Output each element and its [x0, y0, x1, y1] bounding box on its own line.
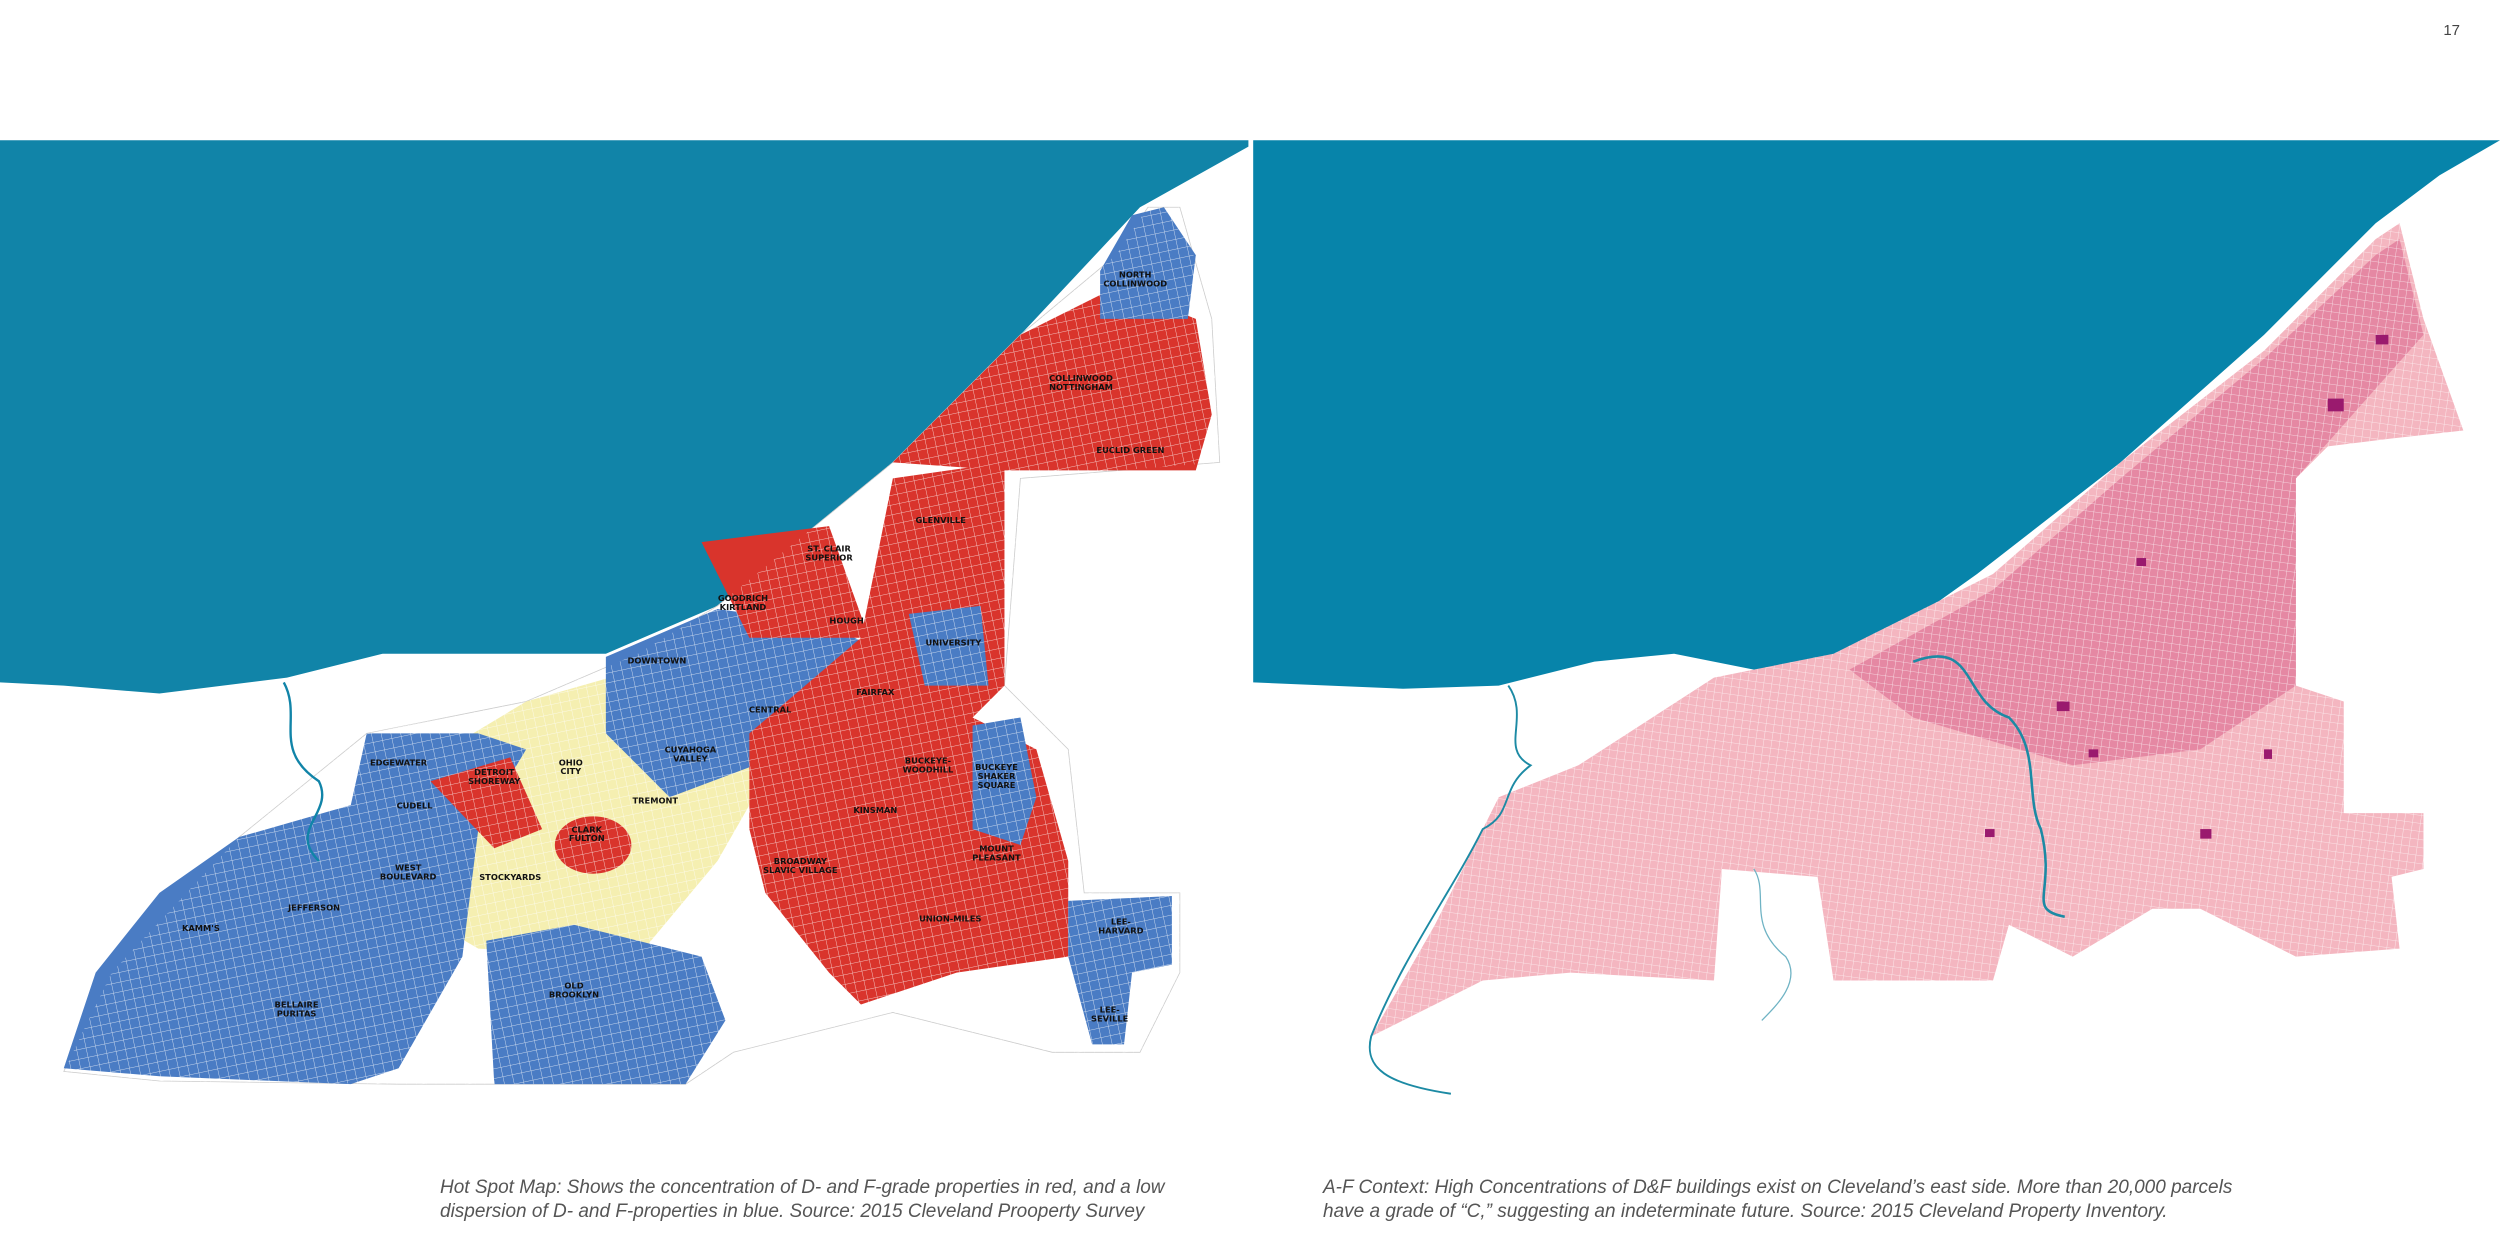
neighborhood-label: BUCKEYE-WOODHILL: [903, 756, 954, 775]
label-line: HARVARD: [1098, 926, 1143, 936]
label-line: BOULEVARD: [380, 871, 437, 881]
neighborhood-label: BUCKEYE SHAKER SQUARE: [975, 762, 1018, 790]
neighborhood-label: CLARK FULTON: [569, 824, 605, 843]
neighborhood-label: DOWNTOWN: [628, 655, 687, 665]
label-line: SQUARE: [978, 780, 1016, 790]
neighborhood-label: CUYAHOGA VALLEY: [665, 745, 717, 764]
neighborhood-label: LEE-SEVILLE: [1091, 1004, 1129, 1023]
label-line: EDGEWATER: [370, 757, 428, 767]
label-line: FAIRFAX: [856, 687, 895, 697]
neighborhood-label: JEFFERSON: [287, 902, 340, 912]
neighborhood-label: UNION-MILES: [919, 914, 981, 924]
neighborhood-label: NORTH COLLINWOOD: [1103, 269, 1167, 288]
label-line: OHIO: [559, 757, 583, 767]
label-line: SLAVIC VILLAGE: [763, 865, 838, 875]
label-line: SEVILLE: [1091, 1013, 1129, 1023]
neighborhood-label: EDGEWATER: [370, 757, 428, 767]
caption: A-F Context: High Concentrations of D&F …: [1323, 1177, 2233, 1222]
river: [282, 681, 324, 862]
neighborhood-label: CUDELL: [397, 800, 434, 810]
lake: [0, 140, 1249, 694]
river: [1753, 868, 1792, 1021]
label-line: KIRTLAND: [720, 602, 767, 612]
label-line: LEE-: [1100, 1004, 1120, 1014]
label-line: BROOKLYN: [549, 989, 599, 999]
label-line: NORTH: [1119, 269, 1152, 279]
label-line: KINSMAN: [853, 805, 897, 815]
neighborhood-label: FAIRFAX: [856, 687, 895, 697]
label-line: SUPERIOR: [805, 553, 853, 563]
label-line: ST. CLAIR: [807, 544, 851, 554]
neighborhood-label: CENTRAL: [749, 705, 792, 715]
label-line: NOTTINGHAM: [1049, 382, 1113, 392]
label-line: DOWNTOWN: [628, 655, 687, 665]
neighborhood-label: UNIVERSITY: [926, 638, 983, 648]
label-line: COLLINWOOD: [1103, 278, 1167, 288]
label-line: STOCKYARDS: [479, 872, 541, 882]
page-number: 17: [2443, 22, 2460, 39]
neighborhood-label: BELLAIRE PURITAS: [275, 1000, 319, 1019]
label-line: LEE-: [1111, 917, 1131, 927]
neighborhood-label: OLD BROOKLYN: [549, 981, 599, 1000]
label-line: UNIVERSITY: [926, 638, 983, 648]
neighborhood-label: OHIO CITY: [559, 757, 583, 776]
neighborhood-label: MOUNT PLEASANT: [972, 843, 1021, 862]
label-line: CUDELL: [397, 800, 434, 810]
label-line: COLLINWOOD: [1049, 373, 1113, 383]
neighborhood-label: LEE-HARVARD: [1098, 917, 1143, 936]
neighborhood-label: EUCLID GREEN: [1096, 445, 1164, 455]
river: [1368, 685, 1533, 1095]
label-line: PURITAS: [277, 1009, 317, 1019]
neighborhood-label: HOUGH: [829, 615, 863, 625]
neighborhood-label: ST. CLAIR SUPERIOR: [805, 544, 853, 563]
label-line: CLARK: [571, 824, 602, 834]
lake: [1253, 140, 2500, 689]
label-line: GOODRICH: [718, 593, 768, 603]
label-line: PLEASANT: [972, 852, 1021, 862]
neighborhood-label: TREMONT: [633, 796, 679, 806]
label-line: CUYAHOGA: [665, 745, 717, 755]
label-line: MOUNT: [979, 843, 1014, 853]
label-line: WOODHILL: [903, 765, 954, 775]
a-f-context-map: [1253, 140, 2500, 1095]
neighborhood-label: KINSMAN: [853, 805, 897, 815]
label-line: BELLAIRE: [275, 1000, 319, 1010]
label-line: UNION-MILES: [919, 914, 981, 924]
neighborhood-label: BROADWAY SLAVIC VILLAGE: [763, 856, 838, 875]
neighborhood-label: GOODRICH KIRTLAND: [718, 593, 768, 612]
label-line: VALLEY: [673, 753, 708, 763]
label-line: CENTRAL: [749, 705, 792, 715]
neighborhood-label: STOCKYARDS: [479, 872, 541, 882]
caption: Hot Spot Map: Shows the concentration of…: [440, 1177, 1165, 1222]
label-line: BUCKEYE-: [905, 756, 951, 766]
neighborhood-label: DETROIT SHOREWAY: [468, 767, 521, 786]
label-line: SHOREWAY: [468, 776, 521, 786]
neighborhood-label: WEST BOULEVARD: [380, 863, 437, 882]
neighborhood-label: KAMM'S: [182, 923, 220, 933]
label-line: EUCLID GREEN: [1096, 445, 1164, 455]
label-line: GLENVILLE: [916, 515, 967, 525]
label-line: FULTON: [569, 833, 605, 843]
label-line: SHAKER: [978, 771, 1016, 781]
label-line: CITY: [560, 766, 582, 776]
neighborhood-label: GLENVILLE: [916, 515, 967, 525]
label-line: HOUGH: [829, 615, 863, 625]
label-line: BROADWAY: [774, 856, 828, 866]
label-line: TREMONT: [633, 796, 679, 806]
label-line: DETROIT: [474, 767, 515, 777]
label-line: OLD: [564, 981, 583, 991]
label-line: BUCKEYE: [975, 762, 1018, 772]
label-line: WEST: [395, 863, 422, 873]
river: [1912, 655, 2065, 919]
label-line: KAMM'S: [182, 923, 220, 933]
street-texture: [63, 207, 1220, 1085]
label-line: JEFFERSON: [287, 902, 340, 912]
street-texture: [1371, 223, 2464, 1037]
neighborhood-label: COLLINWOOD NOTTINGHAM: [1049, 373, 1113, 392]
grade-hotspots: [1985, 334, 2389, 839]
